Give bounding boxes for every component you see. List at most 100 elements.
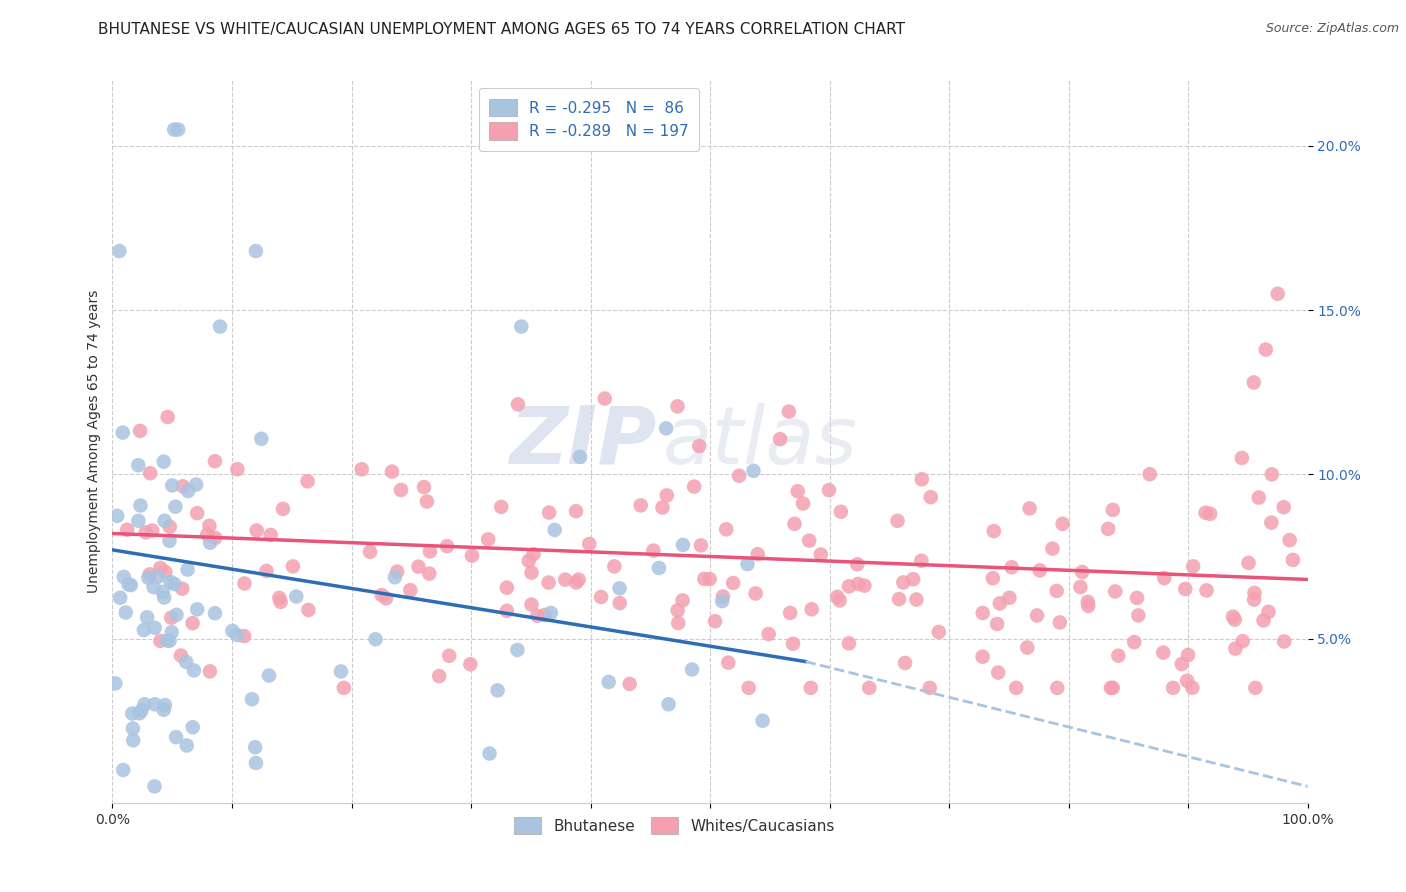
Point (381, 465, 404, 479)
Point (172, 479, 194, 493)
Point (183, 664, 205, 678)
Point (1243, 592, 1265, 607)
Point (172, 582, 194, 596)
Point (920, 490, 942, 504)
Point (461, 549, 484, 563)
Point (159, 574, 181, 589)
Point (1099, 681, 1122, 695)
Point (918, 681, 941, 695)
Point (134, 698, 156, 712)
Point (281, 559, 304, 574)
Point (1126, 591, 1149, 605)
Point (1026, 608, 1049, 623)
Point (983, 524, 1005, 538)
Y-axis label: Unemployment Among Ages 65 to 74 years: Unemployment Among Ages 65 to 74 years (87, 290, 101, 593)
Point (886, 514, 908, 528)
Point (894, 656, 917, 670)
Point (359, 545, 381, 559)
Point (1182, 559, 1205, 574)
Point (1046, 583, 1069, 598)
Point (195, 527, 218, 541)
Point (1253, 614, 1275, 628)
Point (186, 477, 208, 491)
Point (1071, 565, 1094, 579)
Point (1018, 501, 1040, 516)
Point (246, 524, 269, 538)
Point (643, 543, 665, 558)
Point (1077, 595, 1099, 609)
Point (152, 585, 174, 599)
Point (128, 706, 150, 721)
Point (510, 319, 533, 334)
Point (1101, 503, 1123, 517)
Point (152, 703, 174, 717)
Point (543, 523, 565, 537)
Point (385, 565, 408, 579)
Point (419, 544, 441, 558)
Point (221, 624, 243, 638)
Point (779, 606, 801, 620)
Point (1237, 556, 1260, 570)
Point (1177, 648, 1199, 662)
Point (506, 643, 529, 657)
Point (245, 756, 267, 770)
Point (165, 730, 187, 744)
Point (297, 603, 319, 617)
Point (159, 533, 181, 548)
Point (666, 400, 689, 414)
Point (1254, 343, 1277, 357)
Point (408, 559, 430, 574)
Point (159, 520, 181, 534)
Point (1069, 580, 1091, 594)
Point (1174, 582, 1197, 596)
Point (853, 579, 876, 593)
Point (153, 591, 176, 605)
Point (153, 514, 176, 528)
Point (1257, 605, 1279, 619)
Point (413, 480, 436, 494)
Point (1223, 613, 1246, 627)
Point (799, 533, 821, 548)
Point (240, 692, 263, 706)
Point (1139, 467, 1161, 482)
Point (717, 656, 740, 670)
Point (162, 478, 183, 492)
Point (138, 571, 160, 585)
Point (1161, 681, 1184, 695)
Point (285, 590, 308, 604)
Point (792, 496, 814, 510)
Point (198, 665, 221, 679)
Point (143, 780, 166, 794)
Point (905, 592, 928, 607)
Point (256, 564, 278, 578)
Point (721, 576, 744, 591)
Point (270, 595, 292, 609)
Point (122, 733, 145, 747)
Point (371, 588, 394, 602)
Point (364, 632, 387, 647)
Point (1225, 641, 1247, 656)
Point (350, 462, 373, 476)
Point (135, 525, 157, 540)
Point (1267, 286, 1289, 301)
Text: Source: ZipAtlas.com: Source: ZipAtlas.com (1265, 22, 1399, 36)
Point (1222, 609, 1244, 624)
Point (163, 577, 186, 591)
Point (105, 508, 128, 523)
Legend: Bhutanese, Whites/Caucasians: Bhutanese, Whites/Caucasians (506, 809, 842, 842)
Point (526, 608, 548, 623)
Point (711, 590, 734, 604)
Point (648, 561, 671, 575)
Point (204, 454, 226, 468)
Point (1272, 500, 1295, 515)
Point (108, 244, 131, 258)
Point (177, 483, 200, 498)
Point (1195, 583, 1218, 598)
Point (330, 665, 353, 679)
Point (520, 566, 543, 580)
Point (166, 607, 188, 622)
Point (1052, 516, 1074, 531)
Point (522, 547, 544, 561)
Point (533, 607, 555, 622)
Point (728, 468, 751, 483)
